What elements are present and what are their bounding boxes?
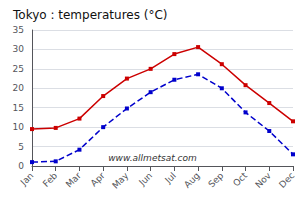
svg-text:15: 15 — [13, 103, 24, 113]
svg-text:Jan: Jan — [18, 170, 36, 188]
svg-text:Mar: Mar — [64, 170, 83, 189]
svg-text:www.allmetsat.com: www.allmetsat.com — [108, 153, 197, 163]
svg-text:Sep: Sep — [206, 170, 225, 189]
svg-text:20: 20 — [13, 83, 25, 93]
svg-text:25: 25 — [13, 64, 24, 74]
svg-text:Oct: Oct — [231, 170, 249, 188]
svg-text:5: 5 — [18, 142, 24, 152]
svg-text:May: May — [110, 170, 131, 191]
svg-text:Feb: Feb — [41, 170, 60, 189]
svg-text:Dec: Dec — [277, 170, 296, 189]
svg-text:Aug: Aug — [182, 170, 201, 189]
svg-text:35: 35 — [13, 25, 24, 35]
svg-text:Apr: Apr — [89, 170, 107, 188]
svg-text:Jun: Jun — [136, 170, 154, 188]
svg-text:10: 10 — [13, 122, 25, 132]
svg-text:0: 0 — [18, 161, 24, 171]
svg-text:Jul: Jul — [162, 170, 177, 185]
svg-text:Nov: Nov — [253, 170, 273, 190]
svg-text:30: 30 — [13, 44, 25, 54]
svg-text:Tokyo : temperatures (°C): Tokyo : temperatures (°C) — [12, 8, 168, 22]
